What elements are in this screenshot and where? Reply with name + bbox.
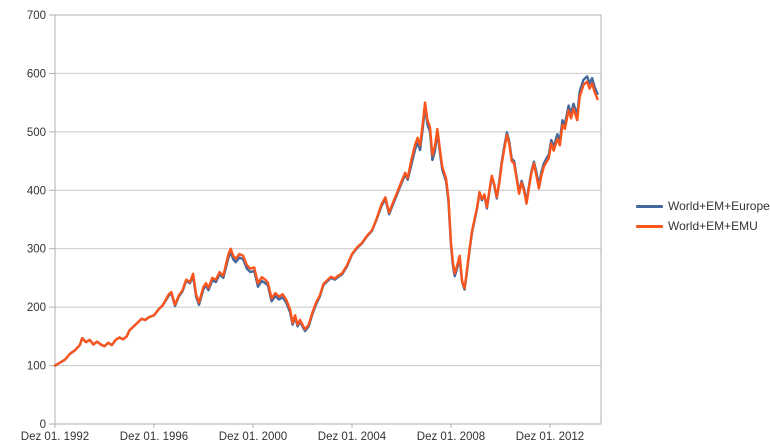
y-axis-label-700: 700 [27,10,46,22]
x-axis-label-dez-01-2004: Dez 01. 2004 [318,431,387,443]
legend-item-world-em-europe: World+EM+Europe [636,200,770,213]
y-axis-label-200: 200 [27,302,46,314]
y-axis-label-400: 400 [27,185,46,197]
x-axis-label-dez-01-1992: Dez 01. 1992 [21,431,89,443]
y-axis-label-300: 300 [27,244,46,256]
x-axis-label-dez-01-2012: Dez 01. 2012 [516,431,584,443]
x-axis-label-dez-01-2008: Dez 01. 2008 [417,431,485,443]
plot-border [54,14,602,425]
y-axis-label-500: 500 [27,127,46,139]
series-line-world-em-emu [53,80,599,367]
legend: World+EM+Europe World+EM+EMU [636,200,770,233]
legend-label-world-em-europe: World+EM+Europe [668,199,770,213]
legend-line-swatch-blue [636,205,663,208]
y-axis-label-600: 600 [27,68,46,80]
y-axis-label-100: 100 [27,361,46,373]
legend-line-swatch-orange [636,225,663,228]
legend-label-world-em-emu: World+EM+EMU [668,219,758,233]
y-axis-label-0: 0 [40,419,46,431]
legend-item-world-em-emu: World+EM+EMU [636,220,770,233]
x-axis-label-dez-01-2000: Dez 01. 2000 [219,431,287,443]
x-axis-label-dez-01-1996: Dez 01. 1996 [120,431,188,443]
